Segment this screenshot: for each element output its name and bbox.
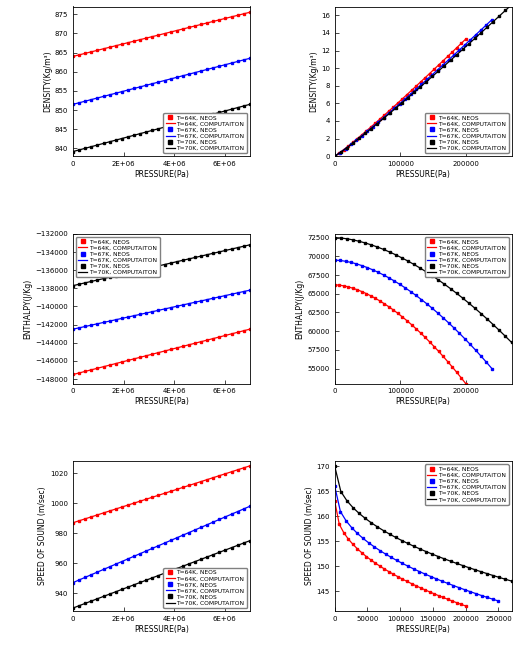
Y-axis label: DENSITY(Kg/m³): DENSITY(Kg/m³) (309, 51, 318, 112)
Legend: T=64K, NEOS, T=64K, COMPUTAITON, T=67K, NEOS, T=67K, COMPUTAITON, T=70K, NEOS, T: T=64K, NEOS, T=64K, COMPUTAITON, T=67K, … (163, 567, 247, 608)
Legend: T=64K, NEOS, T=64K, COMPUTAITON, T=67K, NEOS, T=67K, COMPUTAITON, T=70K, NEOS, T: T=64K, NEOS, T=64K, COMPUTAITON, T=67K, … (425, 237, 508, 278)
X-axis label: PRESSURE(Pa): PRESSURE(Pa) (396, 170, 450, 179)
Y-axis label: DENSITY(Kg/m³): DENSITY(Kg/m³) (43, 51, 52, 112)
X-axis label: PRESSURE(Pa): PRESSURE(Pa) (134, 625, 189, 634)
Y-axis label: ENTHALPY(J/Kg): ENTHALPY(J/Kg) (295, 279, 305, 339)
X-axis label: PRESSURE(Pa): PRESSURE(Pa) (396, 397, 450, 406)
Y-axis label: SPEED OF SOUND (m/sec): SPEED OF SOUND (m/sec) (305, 487, 314, 586)
Y-axis label: ENTHALPY(J/Kg): ENTHALPY(J/Kg) (23, 279, 32, 339)
Y-axis label: SPEED OF SOUND (m/sec): SPEED OF SOUND (m/sec) (39, 487, 48, 586)
Legend: T=64K, NEOS, T=64K, COMPUTAITON, T=67K, NEOS, T=67K, COMPUTAITON, T=70K, NEOS, T: T=64K, NEOS, T=64K, COMPUTAITON, T=67K, … (425, 464, 508, 504)
X-axis label: PRESSURE(Pa): PRESSURE(Pa) (134, 170, 189, 179)
Legend: T=64K, NEOS, T=64K, COMPUTAITON, T=67K, NEOS, T=67K, COMPUTAITON, T=70K, NEOS, T: T=64K, NEOS, T=64K, COMPUTAITON, T=67K, … (425, 113, 508, 153)
Legend: T=64K, NEOS, T=64K, COMPUTAITON, T=67K, NEOS, T=67K, COMPUTAITON, T=70K, NEOS, T: T=64K, NEOS, T=64K, COMPUTAITON, T=67K, … (76, 237, 160, 278)
X-axis label: PRESSURE(Pa): PRESSURE(Pa) (134, 397, 189, 406)
X-axis label: PRESSURE(Pa): PRESSURE(Pa) (396, 625, 450, 634)
Legend: T=64K, NEOS, T=64K, COMPUTAITON, T=67K, NEOS, T=67K, COMPUTAITON, T=70K, NEOS, T: T=64K, NEOS, T=64K, COMPUTAITON, T=67K, … (163, 113, 247, 153)
